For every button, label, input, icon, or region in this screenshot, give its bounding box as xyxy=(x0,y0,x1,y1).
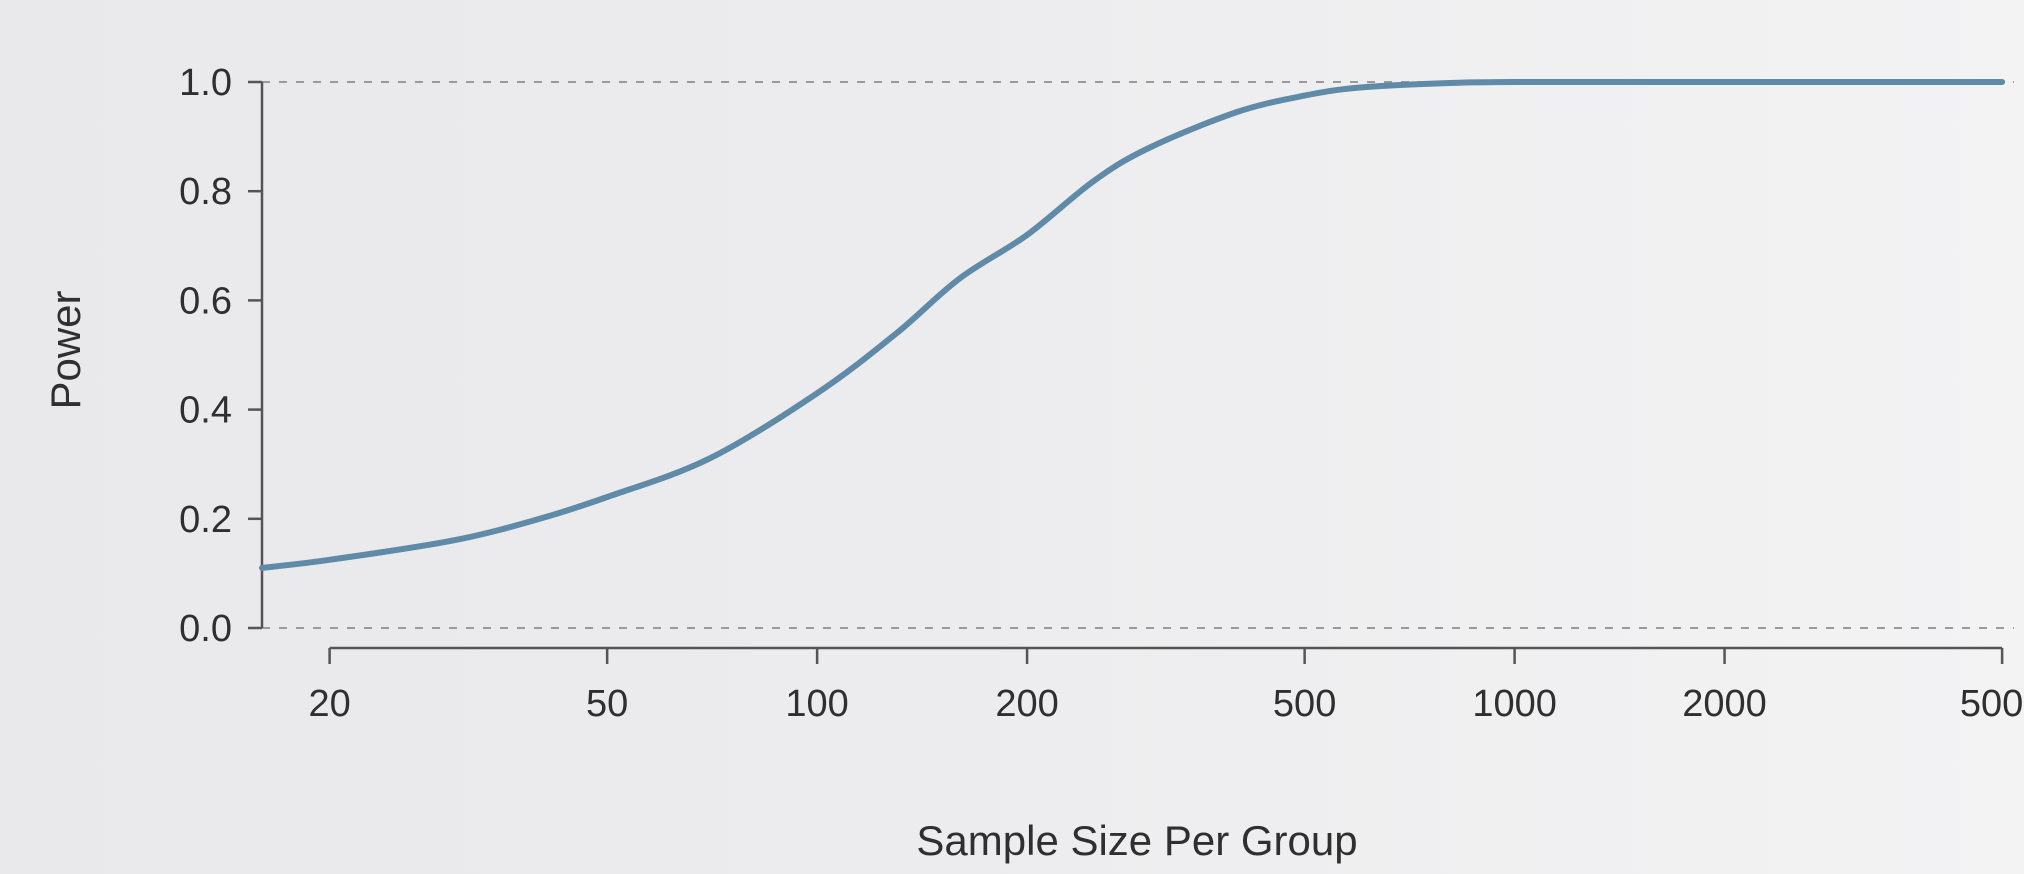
y-tick-label: 0.4 xyxy=(179,390,232,432)
x-tick-label: 20 xyxy=(308,683,350,725)
y-tick-label: 0.0 xyxy=(179,608,232,650)
y-axis: 0.0 0.2 0.4 0.6 0.8 1.0 xyxy=(179,62,264,650)
y-tick-label: 0.8 xyxy=(179,171,232,213)
x-tick-label: 50 xyxy=(586,683,628,725)
x-tick-label: 2000 xyxy=(1682,683,1767,725)
x-tick-label: 200 xyxy=(995,683,1058,725)
x-tick-label: 500 xyxy=(1273,683,1336,725)
y-tick-label: 0.6 xyxy=(179,280,232,322)
x-tick-label: 100 xyxy=(785,683,848,725)
y-tick-label: 0.2 xyxy=(179,499,232,541)
x-axis-title: Sample Size Per Group xyxy=(916,817,1357,864)
x-tick-label: 5000 xyxy=(1960,683,2024,725)
y-axis-title: Power xyxy=(42,290,89,409)
series-line-0 xyxy=(259,78,2006,571)
reference-lines xyxy=(262,81,2014,629)
y-tick-label: 1.0 xyxy=(179,62,232,104)
x-axis: 20 50 100 200 500 1000 2000 5000 xyxy=(308,646,2024,725)
series-layer xyxy=(259,78,2006,571)
x-tick-label: 1000 xyxy=(1472,683,1557,725)
